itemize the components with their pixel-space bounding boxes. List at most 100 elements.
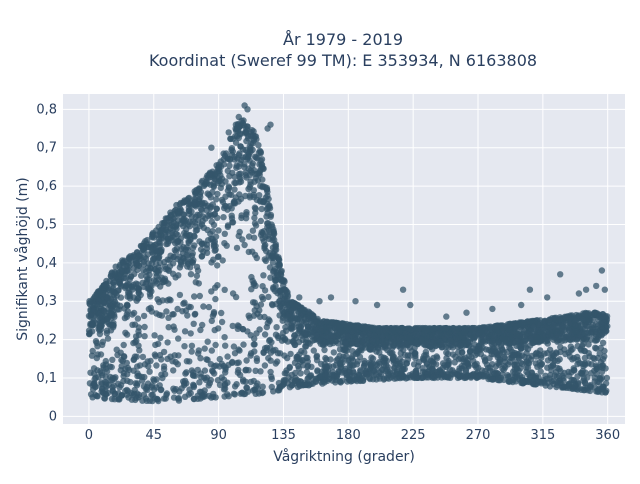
data-point: [255, 142, 262, 149]
data-point: [239, 236, 246, 243]
data-point: [451, 369, 458, 376]
data-point: [259, 176, 266, 183]
data-point: [139, 353, 147, 361]
data-point: [579, 330, 586, 337]
data-point: [587, 383, 594, 390]
data-point: [203, 207, 210, 214]
data-point: [221, 334, 228, 341]
data-point: [121, 353, 128, 360]
data-point: [160, 348, 168, 356]
data-point: [265, 293, 272, 301]
data-point: [153, 362, 160, 369]
data-point: [197, 193, 204, 201]
data-point: [122, 284, 129, 292]
data-point: [232, 133, 239, 140]
data-point: [189, 244, 197, 252]
data-point: [129, 253, 136, 260]
data-point: [241, 241, 248, 249]
data-point: [313, 332, 320, 339]
data-point: [264, 188, 271, 196]
data-point: [594, 322, 601, 330]
data-point: [540, 318, 548, 326]
data-point: [152, 341, 159, 349]
data-point: [247, 332, 254, 339]
data-point: [225, 183, 232, 190]
data-point: [219, 198, 227, 206]
data-point: [208, 144, 215, 151]
data-point: [210, 370, 218, 377]
data-point: [603, 313, 611, 320]
data-point: [399, 367, 406, 374]
data-point: [133, 382, 141, 389]
data-point: [524, 364, 532, 371]
data-point: [196, 379, 203, 386]
data-point: [215, 227, 222, 234]
data-point: [164, 297, 171, 304]
data-point: [604, 322, 611, 330]
data-point: [180, 211, 188, 218]
data-point: [229, 148, 236, 155]
data-point: [271, 252, 278, 260]
data-point: [477, 339, 485, 346]
data-point: [265, 316, 272, 323]
data-point: [544, 349, 551, 357]
data-point: [599, 339, 607, 346]
y-tick-label: 0,5: [36, 217, 57, 232]
data-point: [601, 286, 608, 293]
data-point: [531, 318, 538, 325]
data-point: [185, 303, 192, 310]
data-point: [241, 164, 248, 171]
data-point: [210, 256, 217, 263]
data-point: [187, 235, 194, 243]
data-point: [235, 151, 242, 159]
data-point: [116, 384, 123, 391]
data-point: [313, 357, 321, 364]
data-point: [122, 329, 129, 336]
data-point: [210, 175, 218, 182]
data-point: [251, 133, 258, 140]
data-point: [477, 350, 484, 358]
data-point: [197, 326, 204, 334]
data-point: [261, 245, 268, 252]
data-point: [585, 360, 592, 367]
data-point: [497, 356, 504, 364]
data-point: [123, 301, 131, 308]
data-point: [222, 342, 229, 349]
data-point: [180, 223, 187, 230]
data-point: [494, 323, 501, 331]
data-point: [430, 325, 438, 332]
data-point: [412, 330, 420, 337]
data-point: [270, 230, 277, 237]
data-point: [228, 215, 236, 222]
data-point: [187, 330, 194, 337]
data-point: [515, 355, 523, 362]
data-point: [433, 361, 440, 368]
data-point: [233, 244, 241, 252]
data-point: [249, 227, 257, 234]
data-point: [307, 372, 314, 380]
data-point: [251, 214, 258, 222]
data-point: [169, 358, 176, 365]
data-point: [244, 106, 251, 113]
data-point: [439, 360, 447, 367]
data-point: [240, 341, 247, 348]
data-point: [90, 370, 98, 377]
data-point: [404, 356, 411, 363]
data-point: [195, 350, 202, 357]
data-point: [575, 312, 583, 319]
data-point: [153, 376, 160, 383]
data-point: [384, 369, 391, 377]
data-point: [435, 330, 442, 338]
data-point: [158, 371, 165, 378]
data-point: [224, 167, 231, 175]
data-point: [156, 253, 163, 260]
data-point: [267, 368, 274, 376]
data-point: [348, 328, 356, 335]
data-point: [580, 377, 587, 384]
data-point: [582, 369, 589, 376]
data-point: [132, 339, 139, 346]
data-point: [276, 263, 283, 270]
data-point: [276, 312, 283, 319]
data-point: [232, 293, 240, 301]
data-point: [180, 217, 187, 225]
